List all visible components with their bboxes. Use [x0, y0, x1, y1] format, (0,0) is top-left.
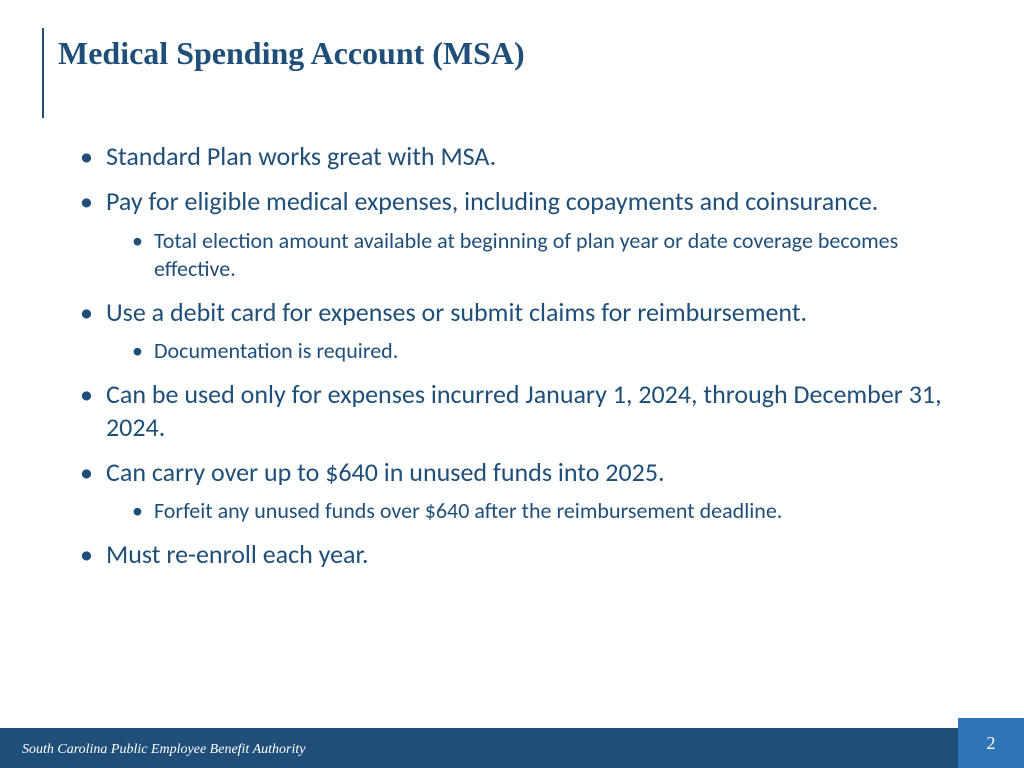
bullet-text: Must re-enroll each year. [106, 538, 369, 570]
page-number: 2 [987, 733, 996, 754]
footer: South Carolina Public Employee Benefit A… [0, 728, 1024, 768]
bullet-text: Standard Plan works great with MSA. [106, 140, 496, 172]
bullet-text: Use a debit card for expenses or submit … [106, 296, 807, 328]
bullet-text: Pay for eligible medical expenses, inclu… [106, 185, 878, 217]
slide-title: Medical Spending Account (MSA) [58, 28, 525, 72]
list-item: Pay for eligible medical expenses, inclu… [78, 185, 964, 283]
footer-org: South Carolina Public Employee Benefit A… [22, 742, 305, 758]
list-item: Must re-enroll each year. [78, 538, 964, 571]
bullet-text: Can carry over up to $640 in unused fund… [106, 456, 665, 488]
bullet-text: Documentation is required. [154, 337, 398, 364]
list-item: Standard Plan works great with MSA. [78, 140, 964, 173]
sub-list: Total election amount available at begin… [106, 227, 964, 284]
list-item: Can be used only for expenses incurred J… [78, 378, 964, 445]
page-number-box: 2 [958, 718, 1024, 768]
bullet-text: Forfeit any unused funds over $640 after… [154, 497, 782, 524]
sub-list: Forfeit any unused funds over $640 after… [106, 497, 964, 526]
list-item: Forfeit any unused funds over $640 after… [106, 497, 964, 526]
list-item: Can carry over up to $640 in unused fund… [78, 456, 964, 526]
slide: Medical Spending Account (MSA) Standard … [0, 0, 1024, 768]
list-item: Use a debit card for expenses or submit … [78, 296, 964, 366]
title-accent-bar [42, 28, 44, 118]
content-area: Standard Plan works great with MSA. Pay … [78, 140, 964, 583]
footer-bar: South Carolina Public Employee Benefit A… [0, 732, 1024, 768]
sub-list: Documentation is required. [106, 337, 964, 366]
title-area: Medical Spending Account (MSA) [42, 28, 984, 118]
bullet-text: Can be used only for expenses incurred J… [106, 378, 942, 443]
bullet-text: Total election amount available at begin… [154, 227, 898, 283]
list-item: Total election amount available at begin… [106, 227, 964, 284]
list-item: Documentation is required. [106, 337, 964, 366]
bullet-list: Standard Plan works great with MSA. Pay … [78, 140, 964, 571]
